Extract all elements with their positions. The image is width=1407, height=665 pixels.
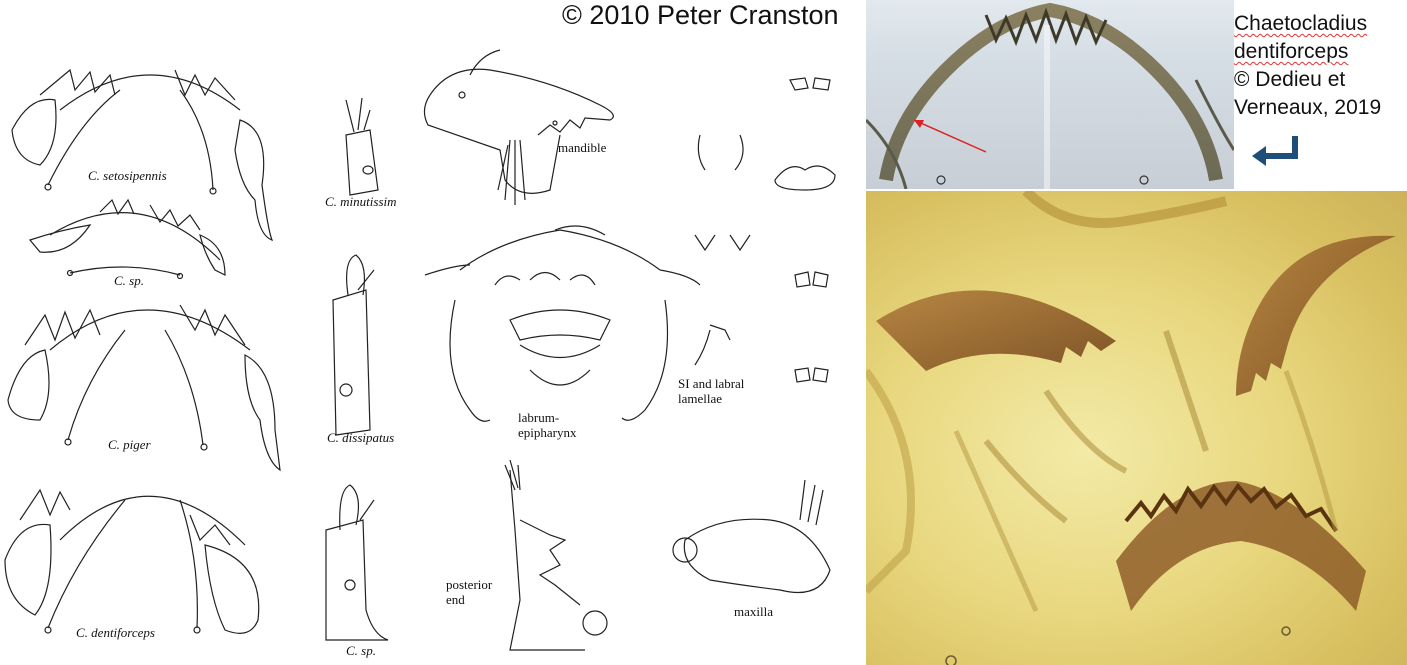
label-posterior-line2: end bbox=[446, 592, 465, 607]
label-si-lamellae: SI and labral lamellae bbox=[678, 376, 744, 406]
mentum-drawings bbox=[4, 68, 281, 634]
mentum-setosipennis-drawing bbox=[11, 68, 274, 242]
label-labrum: labrum- epipharynx bbox=[518, 410, 576, 440]
pointer-arrow-icon bbox=[913, 119, 987, 153]
label-minutissim: C. minutissim bbox=[325, 194, 397, 209]
label-si-line2: lamellae bbox=[678, 391, 723, 406]
label-maxilla: maxilla bbox=[734, 604, 773, 619]
labrum-epipharynx-drawing bbox=[424, 225, 701, 422]
antenna-drawings bbox=[325, 97, 389, 641]
label-sp: C. sp. bbox=[114, 273, 144, 288]
species-credit-block: Chaetocladius dentiforceps © Dedieu et V… bbox=[1234, 10, 1381, 122]
credit-line2: Verneaux, 2019 bbox=[1234, 96, 1382, 119]
mandible-drawing bbox=[423, 49, 614, 205]
label-posterior-end: posterior end bbox=[446, 577, 492, 607]
label-mandible: mandible bbox=[558, 140, 607, 155]
label-dentiforceps: C. dentiforceps bbox=[76, 625, 155, 640]
species-name-line1: Chaetocladius bbox=[1234, 12, 1368, 35]
species-name-line2: dentiforceps bbox=[1234, 40, 1349, 63]
mentum-micrograph bbox=[866, 0, 1234, 189]
label-dissipatus: C. dissipatus bbox=[327, 430, 395, 445]
label-labrum-line2: epipharynx bbox=[518, 425, 577, 440]
label-setosipennis: C. setosipennis bbox=[88, 168, 167, 183]
mouthpart-drawings bbox=[423, 49, 836, 651]
antenna-sp-drawing bbox=[325, 484, 389, 641]
antenna-dissipatus-drawing bbox=[332, 254, 375, 436]
mentum-piger-drawing bbox=[7, 304, 281, 472]
head-capsule-micrograph bbox=[866, 191, 1407, 665]
label-si-line1: SI and labral bbox=[678, 376, 745, 391]
drawing-plate: © 2010 Peter Cranston bbox=[4, 0, 839, 658]
return-arrow-icon bbox=[1252, 136, 1298, 166]
antenna-minutissim-drawing bbox=[345, 97, 379, 196]
mentum-sp-drawing bbox=[28, 198, 226, 280]
label-posterior-line1: posterior bbox=[446, 577, 493, 592]
label-labrum-line1: labrum- bbox=[518, 410, 560, 425]
si-labral-lamellae-drawing bbox=[694, 77, 836, 383]
maxilla-drawing bbox=[672, 479, 831, 594]
posterior-end-drawing bbox=[504, 459, 608, 651]
label-antenna-sp: C. sp. bbox=[346, 643, 376, 658]
mentum-dentiforceps-drawing bbox=[4, 488, 260, 634]
copyright-text: © 2010 Peter Cranston bbox=[562, 0, 839, 30]
label-piger: C. piger bbox=[108, 437, 151, 452]
credit-line1: © Dedieu et bbox=[1234, 68, 1346, 91]
